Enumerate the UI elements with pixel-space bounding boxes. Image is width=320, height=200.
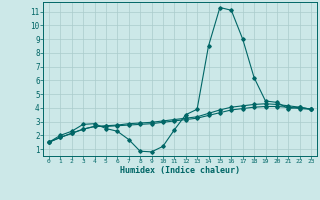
- X-axis label: Humidex (Indice chaleur): Humidex (Indice chaleur): [120, 166, 240, 175]
